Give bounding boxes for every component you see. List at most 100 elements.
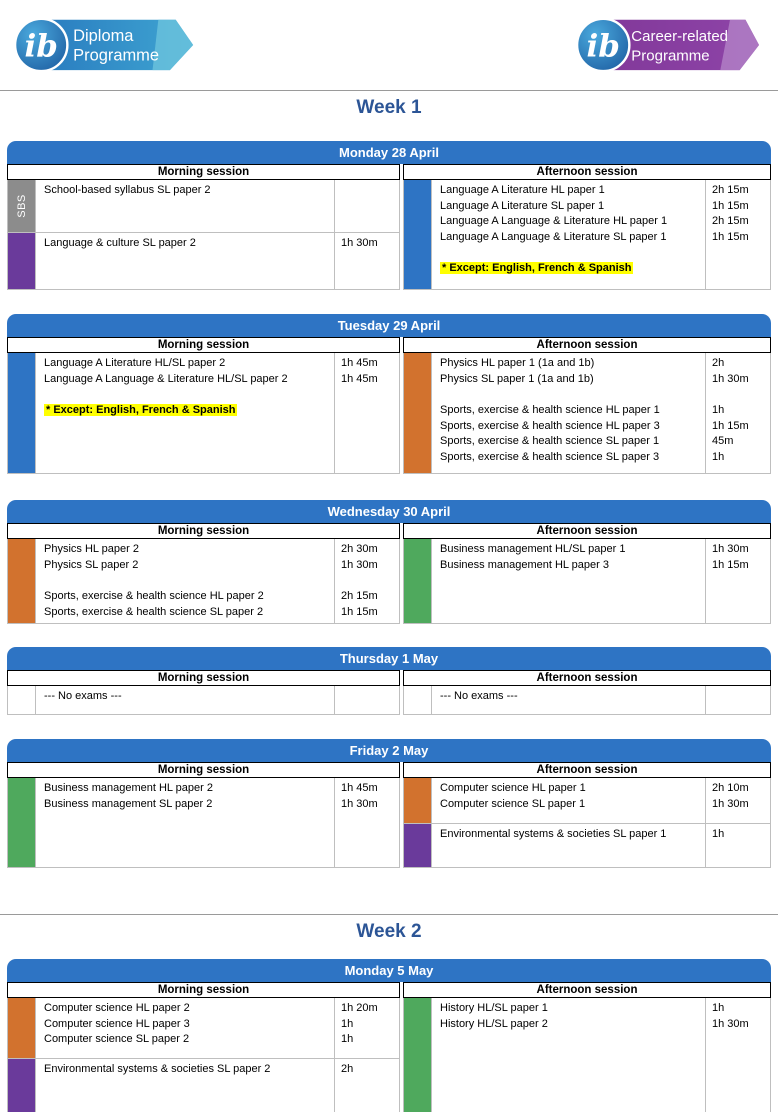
exam-duration: 1h	[712, 828, 725, 840]
sidebar-color-bar	[404, 686, 432, 714]
exam-list: History HL/SL paper 1 1h History HL/SL pap…	[432, 998, 770, 1112]
exam-name: Language A Literature SL paper 1	[440, 199, 605, 212]
duration-column-divider	[705, 824, 706, 867]
exam-line: Language A Literature SL paper 1 1h 15m	[432, 199, 770, 215]
exam-name: Language & culture SL paper 2	[44, 237, 196, 249]
exam-name: Sports, exercise & health science HL pap…	[44, 590, 264, 602]
sidebar-color-bar	[8, 1059, 36, 1112]
week2-divider	[0, 914, 778, 915]
exam-duration: 1h 15m	[712, 199, 749, 212]
exam-name: Computer science HL paper 2	[44, 1002, 190, 1014]
session-header-afternoon: Afternoon session	[403, 523, 771, 539]
diploma-banner-line2: Programme	[73, 46, 159, 64]
exam-line: Language A Language & Literature HL pape…	[432, 214, 770, 230]
exam-name: Sports, exercise & health science HL pap…	[440, 419, 660, 432]
except-note: * Except: English, French & Spanish	[36, 403, 335, 419]
day-table-tuesday-29-april: Tuesday 29 April Morning session Languag…	[7, 314, 771, 474]
exam-duration: 1h	[341, 1017, 354, 1030]
morning-rows: Physics HL paper 2 2h 30m Physics SL paper…	[7, 539, 400, 624]
exam-duration: 2h 15m	[341, 590, 378, 602]
exam-duration: 2h 15m	[712, 184, 749, 196]
exam-row: SBS School-based syllabus SL paper 2	[8, 180, 399, 232]
exam-name: Physics SL paper 1 (1a and 1b)	[440, 372, 594, 385]
exam-line: Sports, exercise & health science SL pap…	[36, 605, 399, 621]
session-gap	[400, 762, 403, 868]
exam-duration: 1h 15m	[341, 605, 378, 618]
exam-line: Sports, exercise & health science HL pap…	[432, 403, 770, 419]
afternoon-rows: History HL/SL paper 1 1h History HL/SL pap…	[403, 998, 771, 1112]
ib-career-related-programme-logo: ib Career-related Programme	[575, 17, 760, 73]
diploma-banner-line1: Diploma	[73, 27, 134, 45]
sidebar-color-bar	[404, 353, 432, 473]
exam-name: Physics HL paper 2	[44, 543, 139, 555]
exam-line: History HL/SL paper 1 1h	[432, 1001, 770, 1017]
afternoon-rows: --- No exams ---	[403, 686, 771, 715]
duration-column-divider	[334, 686, 335, 714]
ib-diploma-programme-logo: ib Diploma Programme	[13, 17, 194, 73]
exam-duration: 1h	[712, 450, 725, 463]
session-gap	[400, 670, 403, 715]
sidebar-color-bar	[404, 539, 432, 623]
duration-column-divider	[334, 353, 335, 473]
exam-duration: 1h 30m	[712, 372, 749, 385]
exam-list: Computer science HL paper 2 1h 20m Compute…	[36, 998, 399, 1058]
exam-line: Language A Language & Literature SL pape…	[432, 230, 770, 246]
except-note-line: * Except: English, French & Spanish	[36, 403, 399, 419]
exam-duration: 1h	[712, 1002, 725, 1014]
exam-duration: 1h 15m	[712, 419, 749, 432]
exam-name: Physics HL paper 1 (1a and 1b)	[440, 357, 595, 369]
exam-line: Language A Literature HL paper 1 2h 15m	[432, 183, 770, 199]
exam-duration: 2h 15m	[712, 215, 749, 227]
exam-name: Language A Literature HL/SL paper 2	[44, 357, 226, 369]
exam-list: Environmental systems & societies SL pap…	[36, 1059, 399, 1112]
week-2-title: Week 2	[356, 921, 422, 942]
exam-row: Physics HL paper 1 (1a and 1b) 2h Physics …	[404, 353, 770, 473]
exam-name: Sports, exercise & health science SL pap…	[440, 435, 660, 447]
group-gap	[432, 387, 770, 403]
exam-duration: 1h 30m	[341, 558, 378, 571]
exam-line: Computer science HL paper 1 2h 10m	[432, 781, 770, 797]
exam-list: --- No exams ---	[432, 686, 770, 714]
sidebar-color-bar: SBS	[8, 180, 36, 232]
exam-line: Sports, exercise & health science HL pap…	[36, 589, 399, 605]
exam-line: Sports, exercise & health science SL pap…	[432, 450, 770, 466]
exam-list: Physics HL paper 1 (1a and 1b) 2h Physics …	[432, 353, 770, 473]
sidebar-color-bar	[8, 353, 36, 473]
exam-name: --- No exams ---	[440, 690, 518, 702]
duration-column-divider	[705, 778, 706, 823]
exam-line: Physics HL paper 2 2h 30m	[36, 542, 399, 558]
exam-duration: 1h 45m	[341, 782, 378, 794]
duration-column-divider	[705, 353, 706, 473]
except-note-highlight: * Except: English, French & Spanish	[44, 404, 238, 416]
afternoon-rows: Business management HL/SL paper 1 1h 30m B…	[403, 539, 771, 624]
career-banner-shape	[608, 19, 760, 71]
afternoon-rows: Computer science HL paper 1 2h 10m Compute…	[403, 778, 771, 868]
exam-line: Language A Language & Literature HL/SL p…	[36, 372, 399, 388]
exam-duration: 2h 10m	[712, 782, 749, 794]
exam-duration: 1h 30m	[712, 797, 749, 810]
exam-duration	[706, 261, 770, 277]
exam-duration	[335, 689, 399, 705]
exam-duration: 2h	[712, 357, 725, 369]
except-note-highlight: * Except: English, French & Spanish	[440, 262, 634, 274]
day-title: Monday 5 May	[7, 959, 771, 982]
morning-rows: Business management HL paper 2 1h 45m Busi…	[7, 778, 400, 868]
exam-name: Business management HL paper 2	[44, 782, 213, 794]
sidebar-color-bar	[404, 998, 432, 1112]
exam-list: Environmental systems & societies SL pap…	[432, 824, 770, 867]
ib-circle-icon	[13, 17, 69, 73]
exam-name: Business management SL paper 2	[44, 797, 213, 810]
sidebar-color-bar	[404, 180, 432, 289]
exam-row: Environmental systems & societies SL pap…	[404, 823, 770, 867]
duration-column-divider	[334, 1059, 335, 1112]
exam-name: History HL/SL paper 2	[440, 1017, 548, 1030]
exam-name: School-based syllabus SL paper 2	[44, 184, 211, 196]
morning-rows: --- No exams ---	[7, 686, 400, 715]
exam-list: Computer science HL paper 1 2h 10m Compute…	[432, 778, 770, 823]
exam-line: Computer science HL paper 3 1h	[36, 1017, 399, 1033]
session-header-afternoon: Afternoon session	[403, 670, 771, 686]
exam-name: Business management HL/SL paper 1	[440, 543, 626, 555]
exam-row: Language A Literature HL/SL paper 2 1h 45…	[8, 353, 399, 473]
session-header-morning: Morning session	[7, 164, 400, 180]
exam-name: History HL/SL paper 1	[440, 1002, 548, 1014]
